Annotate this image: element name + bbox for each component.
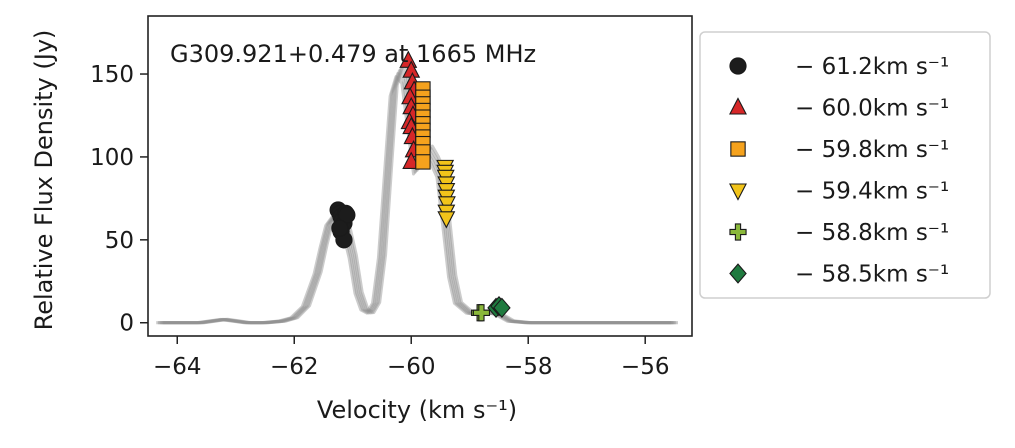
x-tick-label: −58 [504,354,553,380]
y-tick-label: 150 [90,62,134,88]
legend-marker-diamond [729,263,747,284]
x-tick-label: −56 [621,354,670,380]
y-axis: 0 50 100 150 [90,62,148,337]
data-point-plus [472,304,491,322]
plot-frame [147,15,693,337]
y-tick-label: 50 [105,228,134,254]
y-axis-title: Relative Flux Density (Jy) [30,30,58,331]
data-point-diamond [493,297,511,319]
legend-label: − 58.5km s⁻¹ [795,262,949,288]
legend-marker-triangle-down [729,183,747,201]
data-point-circle [331,219,349,237]
legend-marker-circle [729,57,747,75]
legend-label: − 60.0km s⁻¹ [795,96,949,122]
data-point-square [415,154,431,170]
x-tick-label: −62 [270,354,319,380]
legend-marker-plus [729,223,747,241]
legend-label: − 59.8km s⁻¹ [795,137,949,163]
chart-annotation: G309.921+0.479 at 1665 MHz [170,40,536,68]
legend-marker-square [730,141,746,157]
x-axis-title: Velocity (km s⁻¹) [317,396,517,424]
x-tick-label: −64 [153,354,202,380]
legend: − 61.2km s⁻¹ − 60.0km s⁻¹ − 59.8km s⁻¹ − 59… [699,31,991,299]
legend-frame [699,31,991,299]
data-point-circle [338,206,356,224]
legend-label: − 59.4km s⁻¹ [795,179,949,205]
x-axis: −64 −62 −60 −58 −56 [153,336,670,380]
legend-marker-triangle-up [729,97,747,115]
legend-label: − 61.2km s⁻¹ [795,54,949,80]
x-tick-label: −60 [387,354,436,380]
data-point-triangle-down [437,211,456,229]
y-tick-label: 100 [90,145,134,171]
y-tick-label: 0 [119,311,134,337]
data-points-layer [329,50,511,322]
legend-label: − 58.8km s⁻¹ [795,220,949,246]
